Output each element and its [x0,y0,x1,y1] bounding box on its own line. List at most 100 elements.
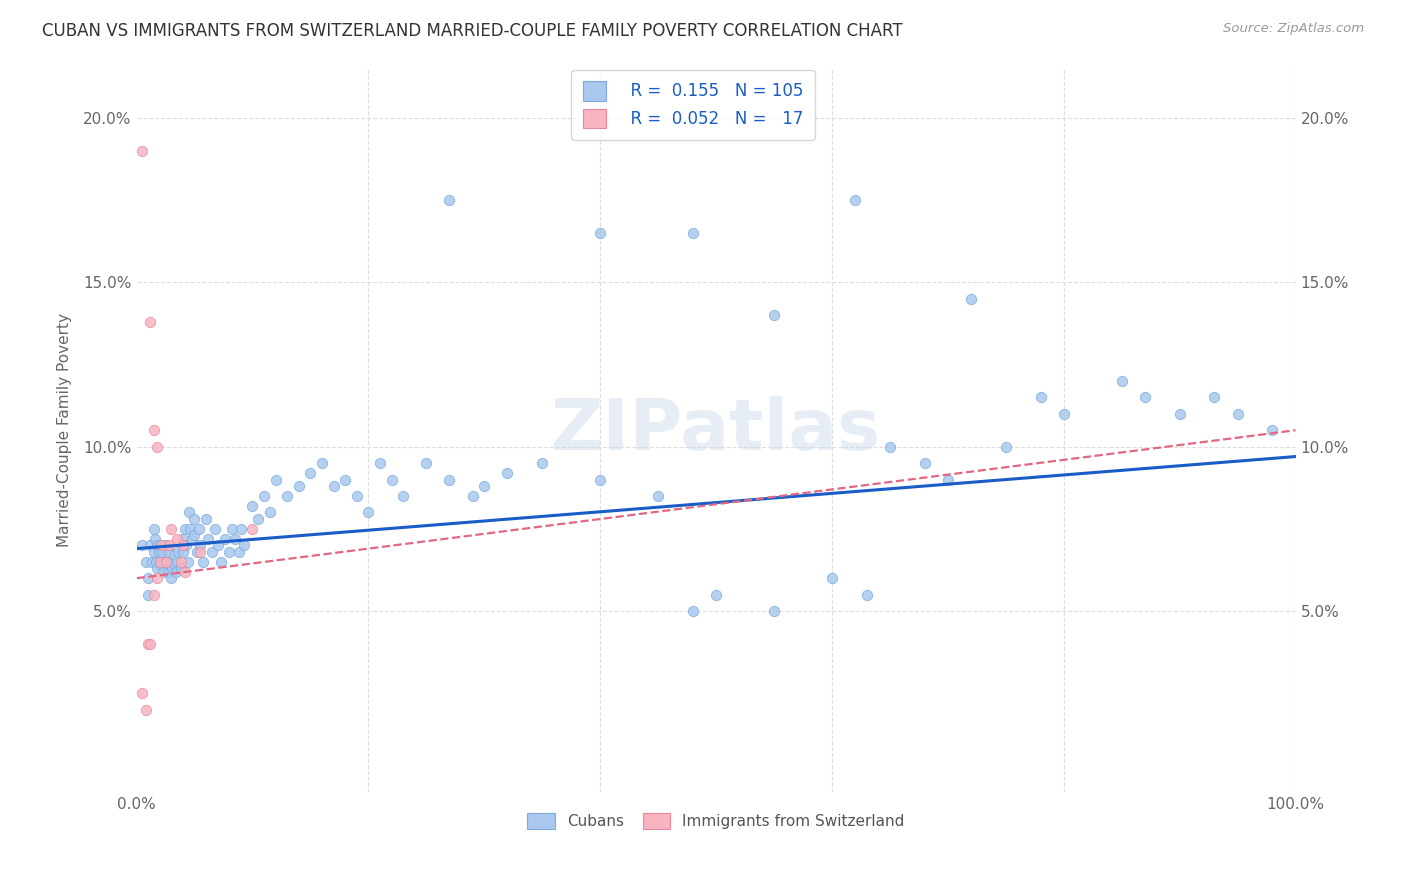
Point [472,479,495,493]
Point [135,703,157,717]
Point [682,604,704,618]
Point [380,473,402,487]
Point [146,538,169,552]
Point [1226,407,1249,421]
Point [821,571,844,585]
Point [143,532,166,546]
Point [142,545,165,559]
Point [415,456,437,470]
Point [1029,390,1052,404]
Point [439,193,461,207]
Point [322,479,344,493]
Point [174,565,197,579]
Point [1168,407,1191,421]
Point [166,532,188,546]
Point [153,555,176,569]
Point [169,561,191,575]
Point [855,588,877,602]
Point [195,512,218,526]
Point [183,512,205,526]
Point [264,473,287,487]
Point [146,561,169,575]
Point [156,565,179,579]
Point [531,456,554,470]
Point [763,604,786,618]
Point [148,545,170,559]
Point [136,637,159,651]
Point [162,548,184,562]
Point [221,522,243,536]
Point [183,528,205,542]
Point [136,571,159,585]
Point [149,558,172,572]
Point [439,473,461,487]
Point [155,538,177,552]
Point [131,144,153,158]
Point [224,532,246,546]
Point [142,423,165,437]
Text: CUBAN VS IMMIGRANTS FROM SWITZERLAND MARRIED-COUPLE FAMILY POVERTY CORRELATION C: CUBAN VS IMMIGRANTS FROM SWITZERLAND MAR… [42,22,903,40]
Text: Source: ZipAtlas.com: Source: ZipAtlas.com [1223,22,1364,36]
Point [139,538,162,552]
Point [461,489,484,503]
Point [166,555,188,569]
Point [647,489,669,503]
Point [172,538,194,552]
Point [229,522,252,536]
Point [165,565,187,579]
Point [1261,423,1284,437]
Point [204,522,226,536]
Point [157,545,180,559]
Point [704,588,727,602]
Point [159,558,181,572]
Point [176,538,198,552]
Point [191,555,214,569]
Point [141,555,163,569]
Point [188,522,211,536]
Point [589,226,612,240]
Point [276,489,298,503]
Point [247,512,270,526]
Point [914,456,936,470]
Point [150,538,173,552]
Point [172,532,194,546]
Point [242,522,264,536]
Point [155,555,177,569]
Point [936,473,959,487]
Point [357,505,380,519]
Point [207,538,229,552]
Point [844,193,866,207]
Point [994,440,1017,454]
Point [1111,374,1133,388]
Point [167,545,190,559]
Point [169,555,191,569]
Point [589,473,612,487]
Point [288,479,311,493]
Point [179,522,201,536]
Point [149,538,172,552]
Point [160,571,183,585]
Point [242,499,264,513]
Point [135,555,157,569]
Point [496,466,519,480]
Point [160,522,183,536]
Point [139,315,162,329]
Point [368,456,391,470]
Text: ZIPatlas: ZIPatlas [551,396,882,465]
Point [333,473,356,487]
Point [177,505,200,519]
Point [149,555,172,569]
Point [145,555,167,569]
Point [682,226,704,240]
Point [162,561,184,575]
Point [1204,390,1226,404]
Point [176,555,198,569]
Point [763,308,786,322]
Point [163,558,186,572]
Point [150,545,173,559]
Point [160,555,183,569]
Point [142,588,165,602]
Point [879,440,901,454]
Point [181,532,204,546]
Point [156,555,179,569]
